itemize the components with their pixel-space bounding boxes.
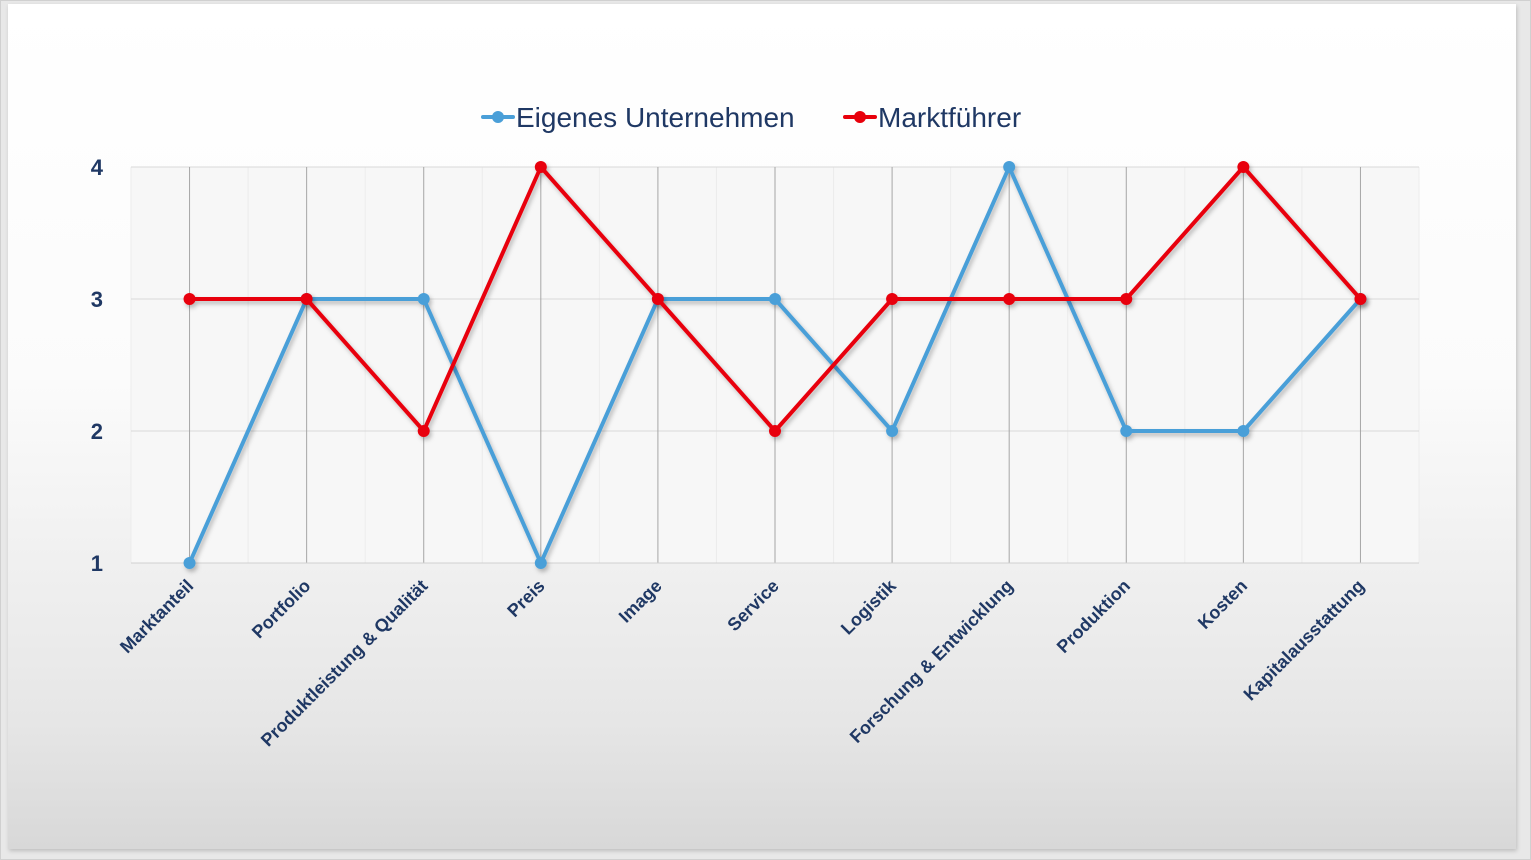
series-group: [183, 161, 1367, 437]
series-lines: [183, 161, 1367, 569]
legend: Eigenes Unternehmen Marktführer: [481, 102, 1021, 133]
x-tick-label: Service: [723, 576, 782, 635]
data-point: [1237, 425, 1250, 437]
y-tick-label: 3: [91, 287, 103, 312]
legend-swatch-marker: [492, 111, 504, 123]
y-tick-label: 4: [91, 155, 104, 180]
data-point: [886, 425, 899, 437]
x-tick-label: Image: [615, 576, 666, 627]
legend-label: Marktführer: [878, 102, 1021, 133]
data-point: [1003, 293, 1016, 305]
y-axis-tick-labels: 1 2 3 4: [91, 155, 104, 576]
data-point: [534, 161, 547, 173]
data-point: [1003, 161, 1016, 173]
series-group: [183, 161, 1367, 569]
data-point: [183, 293, 196, 305]
data-point: [1120, 293, 1133, 305]
x-tick-label: Kapitalausstattung: [1240, 576, 1369, 705]
data-point: [534, 557, 547, 569]
y-tick-label: 2: [91, 419, 103, 444]
x-tick-label: Preis: [503, 576, 548, 621]
data-point: [886, 293, 899, 305]
data-point: [417, 425, 430, 437]
x-tick-label: Logistik: [837, 575, 901, 639]
data-point: [769, 293, 781, 305]
data-point: [300, 293, 313, 305]
x-tick-label: Portfolio: [248, 576, 314, 642]
y-tick-label: 1: [91, 551, 103, 576]
x-tick-label: Produktion: [1053, 576, 1134, 657]
x-tick-label: Marktanteil: [116, 576, 197, 657]
data-point: [1120, 425, 1133, 437]
data-point: [183, 557, 196, 569]
data-point: [417, 293, 430, 305]
legend-swatch-marker: [854, 111, 866, 123]
legend-label: Eigenes Unternehmen: [516, 102, 795, 133]
data-point: [651, 293, 664, 305]
data-point: [1354, 293, 1367, 305]
data-point: [769, 425, 781, 437]
x-tick-label: Kosten: [1194, 576, 1251, 633]
data-point: [1237, 161, 1250, 173]
